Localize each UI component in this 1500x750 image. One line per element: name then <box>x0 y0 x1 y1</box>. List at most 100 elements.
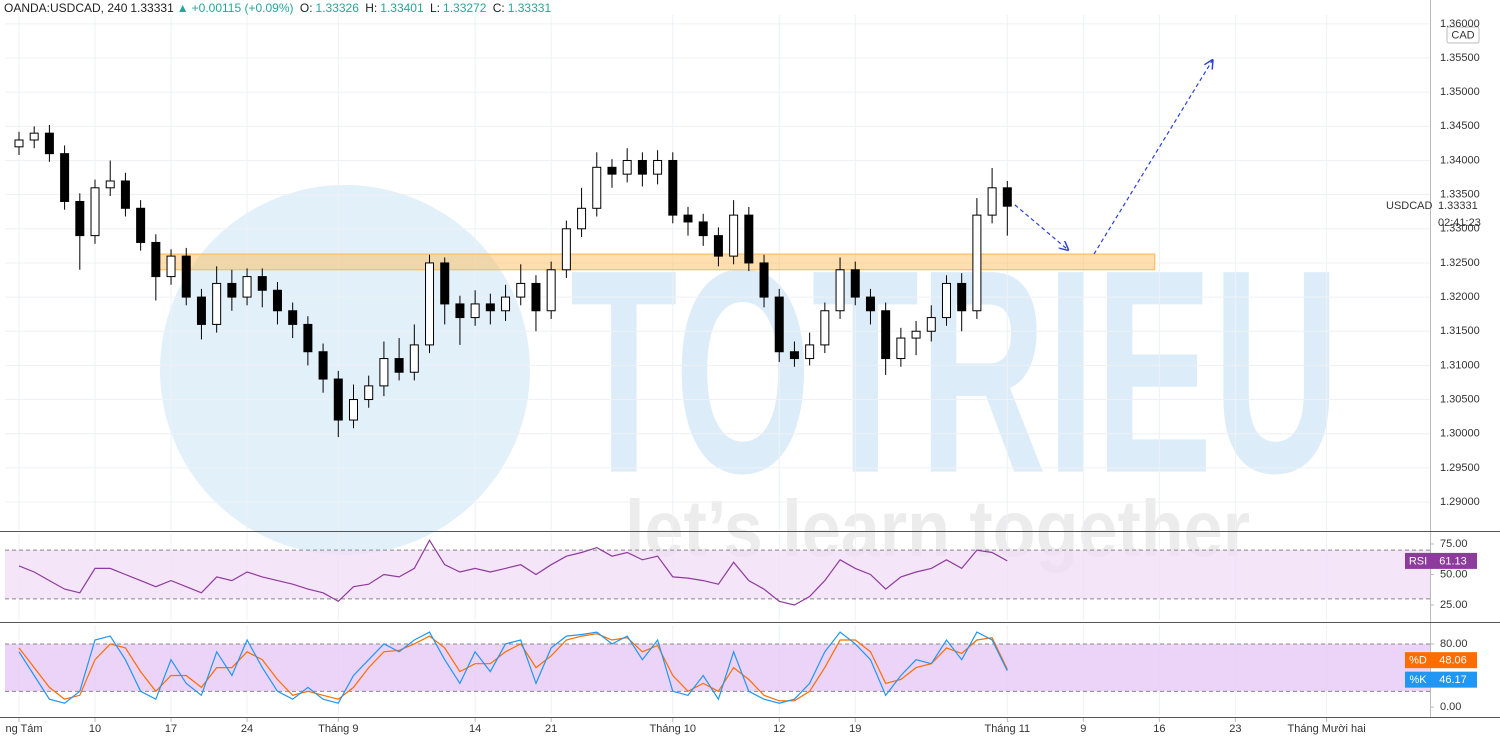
candle-body <box>227 282 237 298</box>
candle-body <box>835 269 845 312</box>
candle-body <box>683 214 693 223</box>
candle-body <box>744 214 754 264</box>
legend-name: RSI <box>1409 555 1427 567</box>
indicator-line <box>18 633 1008 702</box>
candle-body <box>394 358 404 373</box>
countdown: 02:41:23 <box>1438 217 1481 229</box>
y-tick-label: 1.33500 <box>1440 189 1480 201</box>
band <box>5 550 1430 599</box>
candle-body <box>257 276 267 291</box>
ohlc-label: L: <box>430 1 441 15</box>
price-label-symbol: USDCAD <box>1386 200 1433 212</box>
watermark-brand: TOTRIEU <box>570 210 1340 534</box>
candle-body <box>1002 187 1012 207</box>
x-tick-label: 10 <box>89 723 101 735</box>
candle-body <box>29 132 39 141</box>
candle-body <box>166 255 176 278</box>
candle-body <box>60 153 70 202</box>
candle-body <box>485 303 495 312</box>
candle-body <box>577 207 587 230</box>
y-tick-label: 80.00 <box>1440 638 1468 650</box>
candle-body <box>713 235 723 257</box>
legend-name: %K <box>1409 674 1427 686</box>
indicator-line <box>18 539 1008 606</box>
legend-box <box>1405 652 1477 669</box>
support-zone <box>156 253 1156 271</box>
y-tick-label: 1.29500 <box>1440 462 1480 474</box>
candle-body <box>668 159 678 216</box>
candle-body <box>531 282 541 312</box>
candle-body <box>972 214 982 312</box>
candle-body <box>881 310 891 360</box>
candle-body <box>44 132 54 155</box>
candle-body <box>759 262 769 298</box>
projection-arrow <box>1093 60 1213 255</box>
candle-body <box>546 269 556 312</box>
candle-body <box>136 207 146 243</box>
candle-body <box>941 282 951 319</box>
candle-body <box>288 310 298 325</box>
ohlc-label: O: <box>299 1 313 15</box>
y-tick-label: 1.32500 <box>1440 257 1480 269</box>
change: +0.00115 (+0.09%) <box>191 1 294 15</box>
y-tick-label: 1.34000 <box>1440 154 1480 166</box>
candle-body <box>181 255 191 298</box>
x-tick-label: 16 <box>1153 723 1165 735</box>
y-tick-label: 1.33000 <box>1440 223 1480 235</box>
y-tick-label: 1.31500 <box>1440 325 1480 337</box>
y-tick-label: 1.31000 <box>1440 359 1480 371</box>
y-tick-label: 0.00 <box>1440 701 1461 713</box>
x-tick-label: 23 <box>1229 723 1241 735</box>
indicator-line <box>18 631 1008 704</box>
candle-body <box>318 351 328 380</box>
legend-name: %D <box>1409 655 1427 667</box>
x-tick-label: 12 <box>773 723 785 735</box>
y-tick-label: 1.36000 <box>1440 18 1480 30</box>
candle-body <box>501 296 511 312</box>
price-label-value: 1.33331 <box>1438 200 1478 212</box>
candle-body <box>820 310 830 346</box>
candle-body <box>957 282 967 312</box>
projection-arrow <box>1014 204 1068 250</box>
x-tick-label: 19 <box>849 723 861 735</box>
candle-body <box>90 187 100 237</box>
candle-body <box>637 159 647 175</box>
y-tick-label: 1.35500 <box>1440 52 1480 64</box>
watermark-logo <box>160 185 530 555</box>
candle-body <box>105 180 115 189</box>
candle-body <box>348 399 358 421</box>
currency-badge[interactable] <box>1446 26 1480 44</box>
candle-body <box>470 303 480 319</box>
ohlc-value: 1.33272 <box>443 1 487 15</box>
candle-body <box>653 159 663 175</box>
candle-body <box>789 351 799 360</box>
candle-body <box>622 159 632 175</box>
candle-body <box>926 317 936 332</box>
currency-label: CAD <box>1451 29 1474 41</box>
ohlc-value: 1.33326 <box>315 1 359 15</box>
ohlc-value: 1.33401 <box>380 1 424 15</box>
legend-box <box>1405 552 1477 569</box>
x-tick-label: 21 <box>545 723 557 735</box>
candle-body <box>729 214 739 257</box>
legend-value: 48.06 <box>1439 655 1467 667</box>
candle-body <box>75 200 85 237</box>
x-tick-label: 24 <box>241 723 253 735</box>
candle-body <box>272 289 282 312</box>
y-tick-label: 1.34500 <box>1440 120 1480 132</box>
candle-body <box>607 166 617 175</box>
x-tick-label: ng Tám <box>5 723 42 735</box>
candle-body <box>379 358 389 387</box>
legend-value: 61.13 <box>1439 555 1467 567</box>
candle-body <box>561 228 571 271</box>
candle-body <box>987 187 997 216</box>
y-tick-label: 75.00 <box>1440 538 1468 550</box>
candle-body <box>805 344 815 360</box>
candle-body <box>151 241 161 278</box>
ohlc-label: C: <box>492 1 505 15</box>
y-tick-label: 50.00 <box>1440 568 1468 580</box>
candle-body <box>455 303 465 319</box>
x-tick-label: Tháng 10 <box>650 723 696 735</box>
candle-body <box>242 276 252 298</box>
